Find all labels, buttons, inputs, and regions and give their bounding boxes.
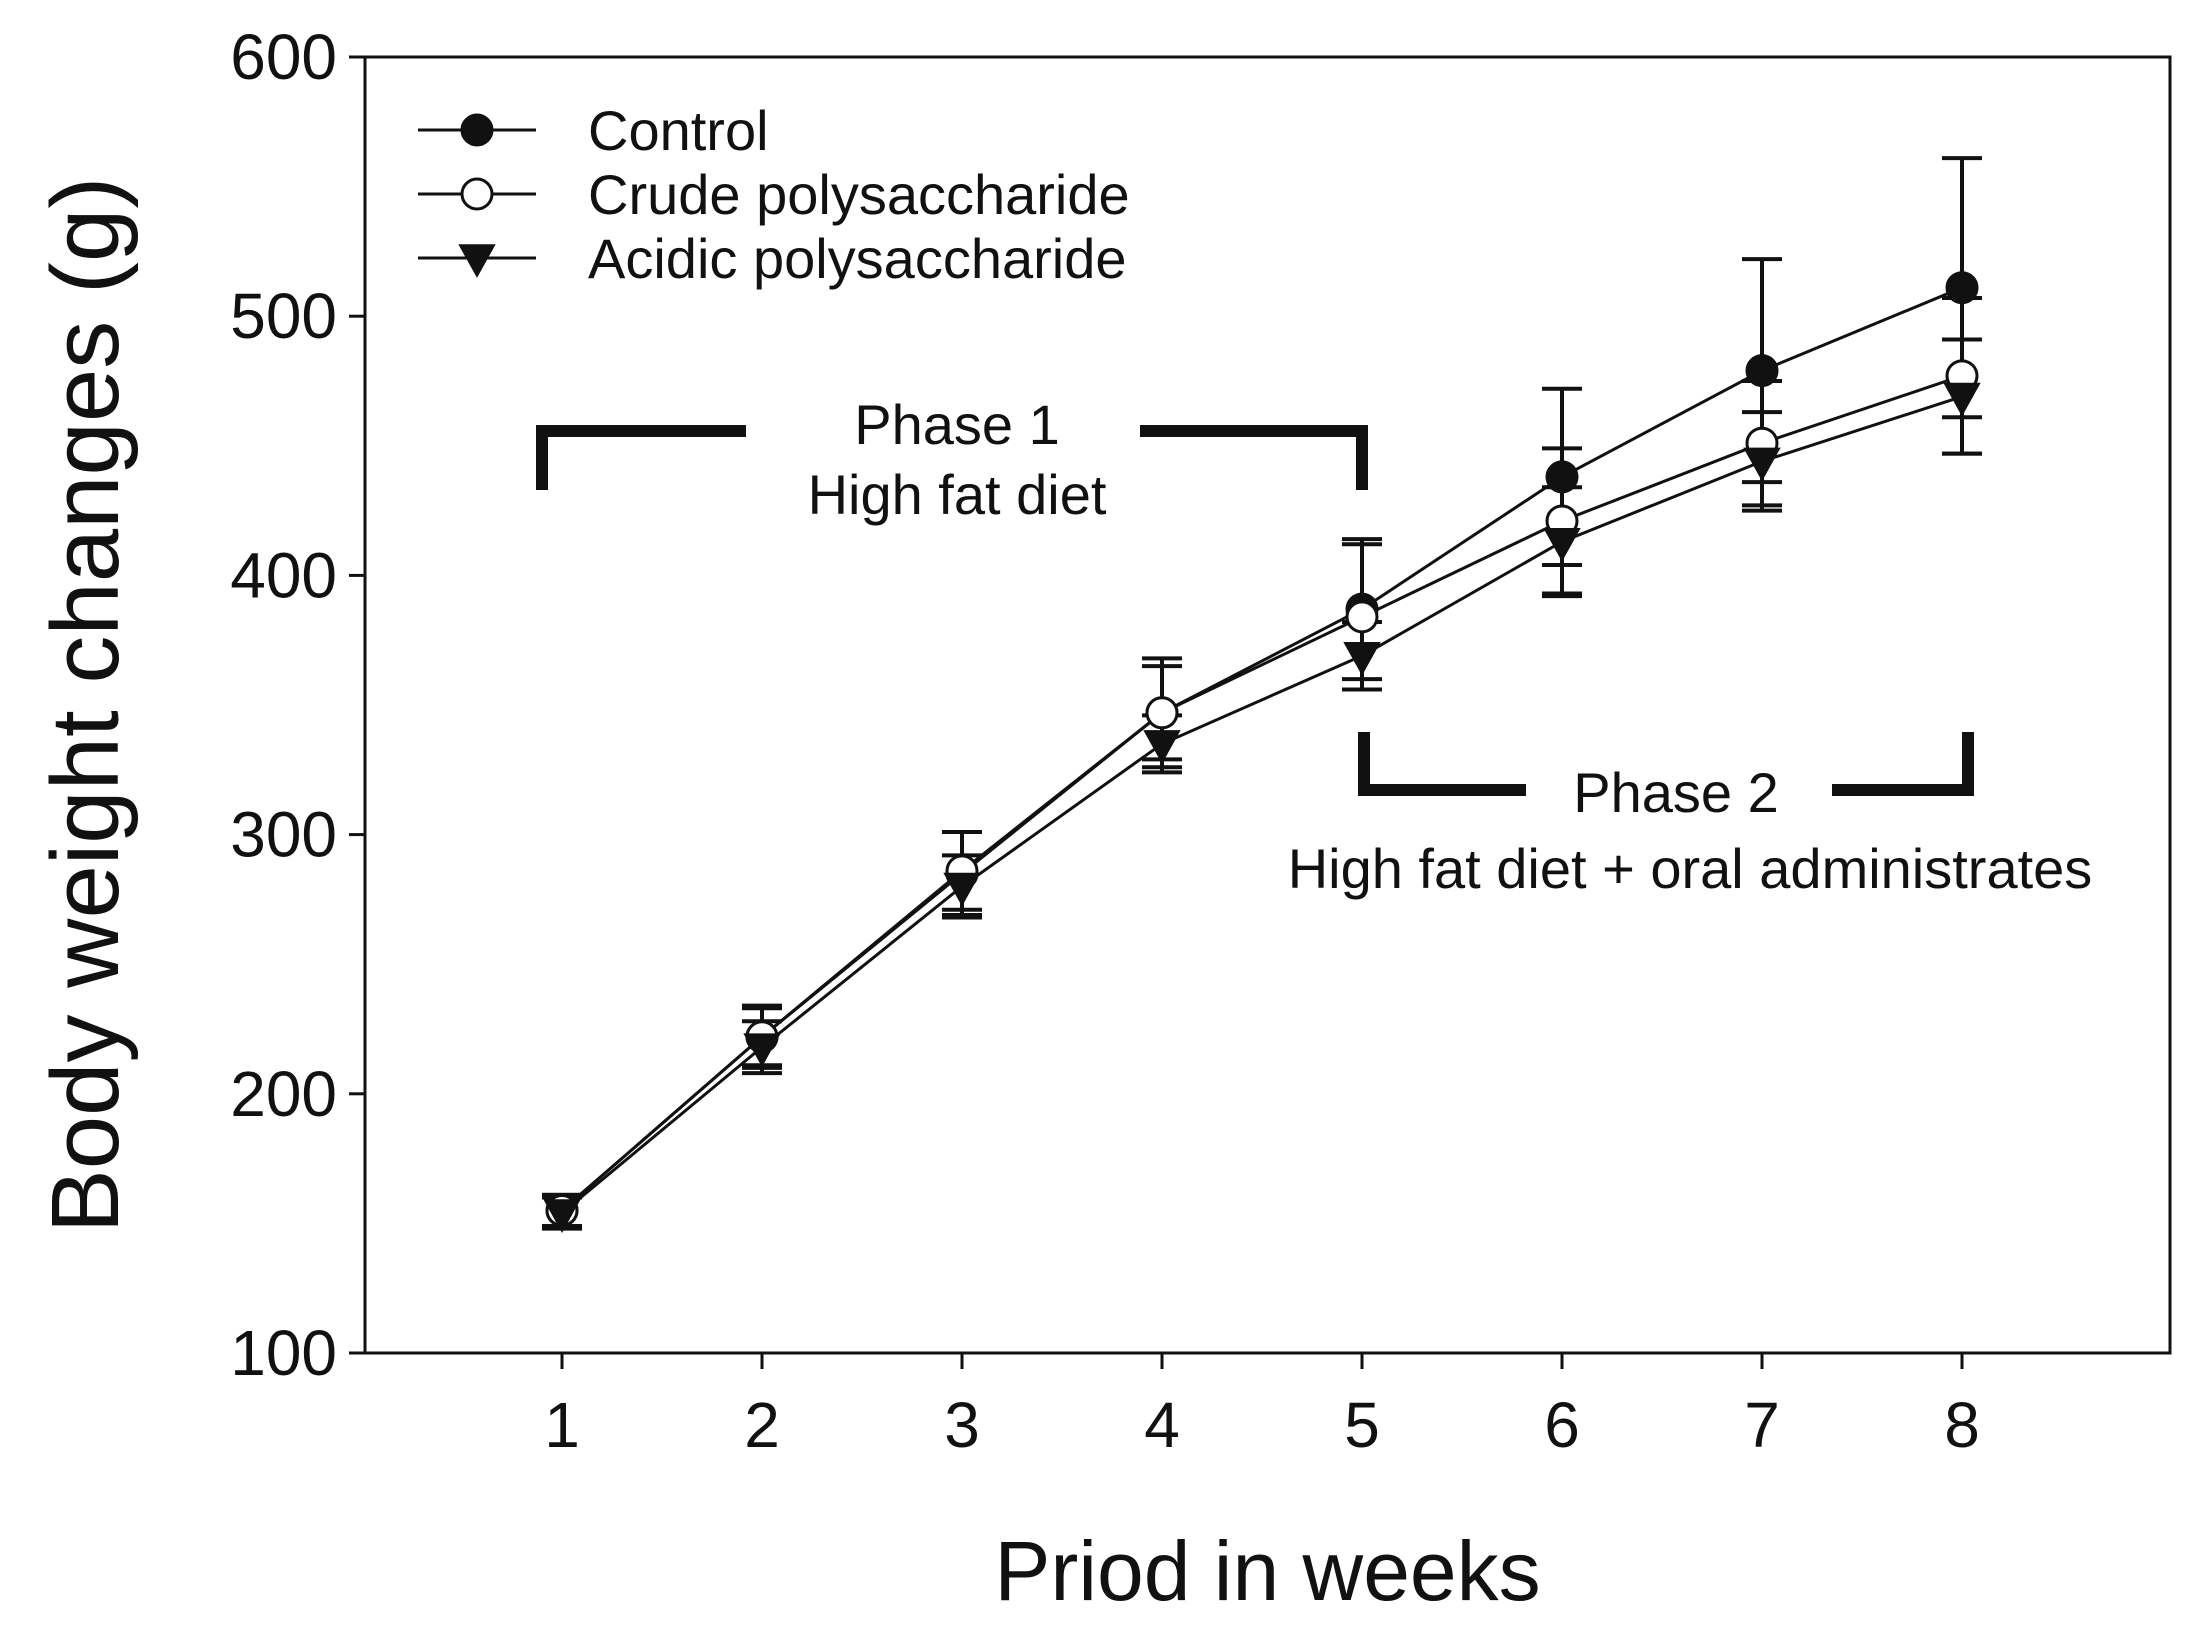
y-axis: 100 200 300 400 500 600 (230, 21, 365, 1389)
x-axis-title: Priod in weeks (994, 1524, 1540, 1618)
phase2-bracket-bottom-right (1832, 784, 1974, 796)
x-tick-label: 3 (944, 1389, 980, 1461)
data-point-acidic-polysaccharide (1343, 642, 1381, 676)
y-tick-label: 200 (230, 1058, 337, 1130)
x-tick-label: 1 (544, 1389, 580, 1461)
data-point-control (1745, 354, 1779, 388)
legend-item-acidic-polysaccharide: Acidic polysaccharide (418, 227, 1126, 290)
data-point-acidic-polysaccharide (1743, 447, 1781, 482)
y-tick-label: 300 (230, 799, 337, 871)
x-tick-label: 2 (744, 1389, 780, 1461)
phase2-subtitle: High fat diet + oral administrates (1288, 837, 2093, 900)
data-point-acidic-polysaccharide (943, 872, 981, 907)
phase1-bracket-right (1356, 425, 1368, 490)
x-tick-label: 6 (1544, 1389, 1580, 1461)
legend-item-control: Control (418, 99, 769, 162)
y-tick-label: 400 (230, 539, 337, 611)
legend-label-crude-polysaccharide: Crude polysaccharide (588, 163, 1130, 226)
x-tick-label: 7 (1744, 1389, 1780, 1461)
phase1-bracket-left (536, 425, 548, 490)
x-axis: 1 2 3 4 5 6 7 8 (544, 1353, 1980, 1461)
data-markers (543, 271, 1981, 1233)
legend-marker-crude-polysaccharide (460, 177, 494, 211)
data-point-control (1945, 271, 1979, 305)
legend-marker-control (460, 113, 494, 147)
legend-symbol-acidic-polysaccharide (458, 244, 496, 278)
y-tick-label: 500 (230, 280, 337, 352)
data-point-acidic-polysaccharide (1543, 527, 1581, 562)
data-point-crude-polysaccharide (1145, 696, 1179, 730)
legend-marker-acidic-polysaccharide (458, 244, 496, 278)
data-point-acidic-polysaccharide (1143, 730, 1181, 764)
legend-symbol-crude-polysaccharide (460, 177, 494, 211)
phase1-bracket-top-left (536, 425, 746, 437)
data-point-acidic-polysaccharide (743, 1033, 781, 1068)
legend-label-acidic-polysaccharide: Acidic polysaccharide (588, 227, 1126, 290)
data-point-acidic-polysaccharide (1943, 382, 1981, 417)
phase1-bracket-top-right (1140, 425, 1368, 437)
phase2-bracket-bottom-left (1358, 784, 1526, 796)
data-point-control (1545, 460, 1579, 494)
phase2-bracket-right (1962, 732, 1974, 796)
y-axis-title: Body weight changes (g) (32, 177, 139, 1234)
y-tick-label: 100 (230, 1317, 337, 1389)
phase2-title: Phase 2 (1573, 761, 1779, 824)
phase2-bracket-left (1358, 732, 1370, 796)
data-point-acidic-polysaccharide (543, 1199, 581, 1233)
x-tick-label: 5 (1344, 1389, 1380, 1461)
plot-area-frame (363, 55, 2172, 1355)
phase1-subtitle: High fat diet (808, 463, 1107, 526)
series-line-crude-polysaccharide (561, 374, 1963, 1212)
data-point-crude-polysaccharide (1345, 600, 1379, 634)
legend-item-crude-polysaccharide: Crude polysaccharide (418, 163, 1130, 226)
legend-label-control: Control (588, 99, 769, 162)
x-tick-label: 4 (1144, 1389, 1180, 1461)
y-tick-label: 600 (230, 21, 337, 93)
series-line-acidic-polysaccharide (561, 395, 1963, 1215)
legend: Control Crude polysaccharide Acidic poly… (418, 99, 1130, 290)
legend-symbol-control (460, 113, 494, 147)
x-tick-label: 8 (1944, 1389, 1980, 1461)
phase-brackets (536, 425, 1974, 796)
series-lines (561, 286, 1963, 1215)
phase1-title: Phase 1 (854, 393, 1060, 456)
